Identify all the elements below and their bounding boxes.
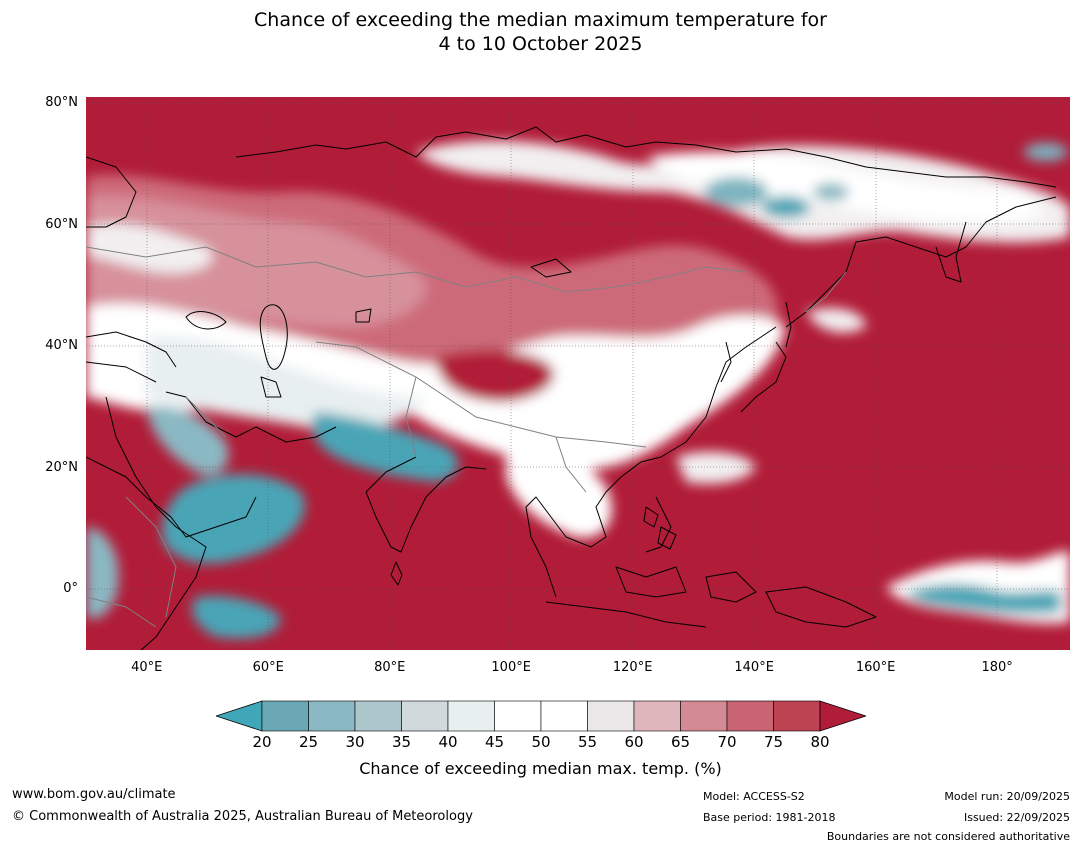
lon-tick-label: 180° [981, 660, 1013, 675]
lat-tick-label: 80°N [45, 95, 78, 111]
colorbar [216, 700, 866, 732]
colorbar-bin [633, 700, 681, 732]
colorbar-bin [587, 700, 635, 732]
colorbar-bin [354, 700, 402, 732]
colorbar-tick-label: 20 [252, 733, 272, 751]
title-line-1: Chance of exceeding the median maximum t… [254, 9, 827, 31]
colorbar-bin [447, 700, 495, 732]
colorbar-tick-label: 40 [438, 733, 458, 751]
forecast-map [86, 97, 1070, 650]
base-period: Base period: 1981-2018 [703, 811, 836, 824]
lon-tick-label: 80°E [374, 660, 406, 675]
colorbar-tick-label: 80 [810, 733, 830, 751]
coastlines [86, 126, 1057, 650]
colorbar-bin [261, 700, 309, 732]
colorbar-tick-label: 55 [577, 733, 598, 751]
colorbar-tick-label: 65 [670, 733, 691, 751]
map-title: Chance of exceeding the median maximum t… [0, 8, 1081, 56]
colorbar-tick-label: 45 [484, 733, 505, 751]
lat-tick-label: 0° [63, 581, 78, 597]
lon-tick-label: 60°E [252, 660, 284, 675]
country-borders [86, 246, 847, 628]
lat-tick-label: 20°N [45, 459, 78, 475]
lon-tick-label: 160°E [855, 660, 896, 675]
colorbar-tick-label: 60 [624, 733, 644, 751]
lon-tick-label: 140°E [734, 660, 774, 675]
website-link[interactable]: www.bom.gov.au/climate [12, 787, 176, 802]
colorbar-bin [494, 700, 542, 732]
colorbar-tick-label: 30 [345, 733, 365, 751]
lat-tick-label: 60°N [45, 216, 78, 232]
colorbar-bin [773, 700, 821, 732]
issued-date: Issued: 22/09/2025 [963, 811, 1070, 824]
colorbar-bin [540, 700, 588, 732]
colorbar-bin [308, 700, 356, 732]
colorbar-tick-label: 35 [391, 733, 412, 751]
copyright: © Commonwealth of Australia 2025, Austra… [12, 809, 473, 824]
colorbar-bin [680, 700, 728, 732]
colorbar-tick-label: 25 [298, 733, 319, 751]
boundaries-disclaimer: Boundaries are not considered authoritat… [826, 830, 1070, 843]
colorbar-bin [401, 700, 449, 732]
lon-tick-label: 40°E [131, 660, 163, 675]
colorbar-tick-label: 50 [531, 733, 551, 751]
lon-tick-label: 120°E [612, 660, 653, 675]
graticule [86, 97, 1070, 650]
lon-tick-label: 100°E [491, 660, 531, 675]
lat-tick-label: 40°N [45, 338, 78, 354]
model-name: Model: ACCESS-S2 [703, 790, 805, 803]
colorbar-bin [726, 700, 774, 732]
colorbar-under-arrow [216, 700, 263, 732]
model-run: Model run: 20/09/2025 [944, 790, 1070, 803]
probability-field [86, 140, 1070, 639]
title-line-2: 4 to 10 October 2025 [438, 33, 643, 55]
map-canvas [86, 97, 1070, 650]
colorbar-over-arrow [819, 700, 866, 732]
colorbar-tick-label: 70 [717, 733, 737, 751]
colorbar-label: Chance of exceeding median max. temp. (%… [359, 759, 722, 778]
colorbar-tick-label: 75 [763, 733, 784, 751]
